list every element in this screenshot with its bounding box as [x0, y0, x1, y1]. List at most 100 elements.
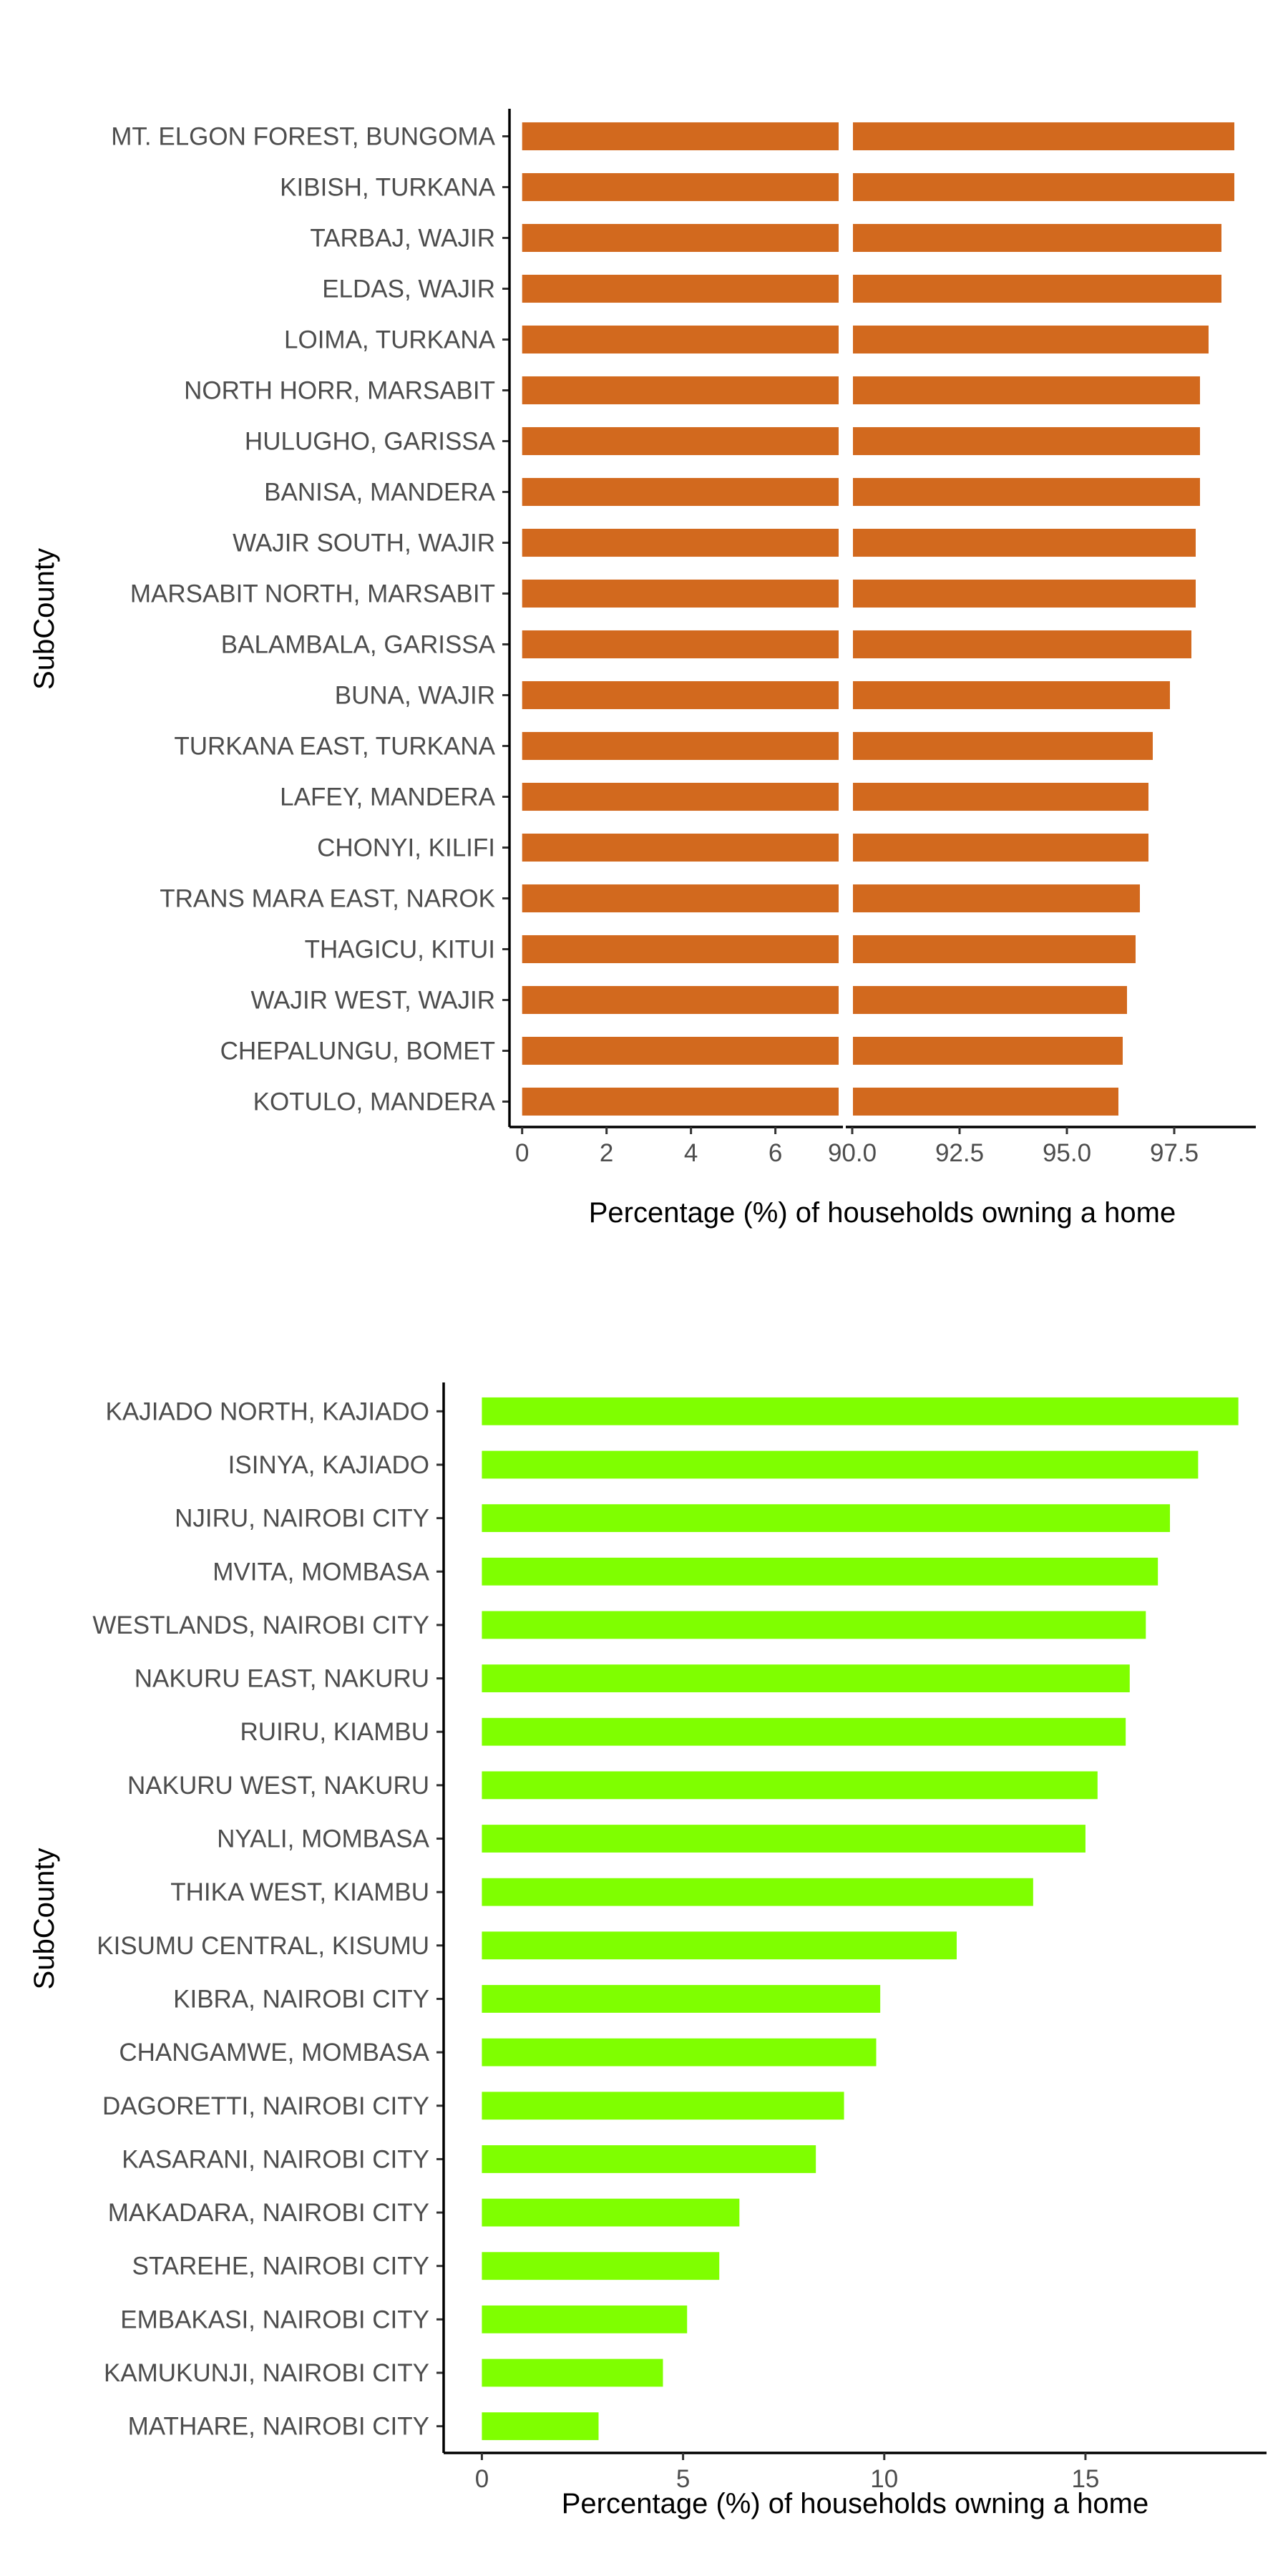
y-tick-label: CHONYI, KILIFI [317, 834, 495, 862]
y-tick-label: NAKURU EAST, NAKURU [135, 1665, 429, 1693]
x-tick-label: 6 [769, 1139, 782, 1167]
bar-balambala-garissa-part-2 [853, 630, 1191, 659]
y-tick-label: NORTH HORR, MARSABIT [184, 377, 495, 405]
x-tick-label: 92.5 [935, 1139, 984, 1167]
bar-mt-elgon-forest-bungoma-part-1 [522, 122, 839, 151]
y-tick-label: WESTLANDS, NAIROBI CITY [92, 1611, 429, 1639]
bar-north-horr-marsabit-part-1 [522, 376, 839, 405]
x-tick-label: 90.0 [828, 1139, 877, 1167]
y-tick-label: NJIRU, NAIROBI CITY [175, 1505, 429, 1533]
y-tick-label: TRANS MARA EAST, NAROK [160, 885, 495, 913]
x-tick-label: 15 [1071, 2465, 1099, 2493]
bar-kibish-turkana-part-1 [522, 172, 839, 202]
bar-buna-wajir-part-2 [853, 680, 1170, 710]
bar-kibra-nairobi-city [482, 1985, 881, 2013]
x-tick-label: 97.5 [1150, 1139, 1199, 1167]
bar-njiru-nairobi-city [482, 1504, 1171, 1533]
y-tick-label: KISUMU CENTRAL, KISUMU [97, 1932, 429, 1960]
bar-kasarani-nairobi-city [482, 2145, 816, 2173]
y-tick-label: MAKADARA, NAIROBI CITY [108, 2199, 429, 2227]
y-tick-label: THAGICU, KITUI [305, 936, 495, 964]
x-tick-label: 0 [475, 2465, 489, 2493]
bar-balambala-garissa-part-1 [522, 630, 839, 659]
y-tick-label: TARBAJ, WAJIR [310, 225, 495, 253]
bar-nakuru-west-nakuru [482, 1771, 1098, 1800]
bar-loima-turkana-part-2 [853, 325, 1209, 354]
bar-eldas-wajir-part-2 [853, 274, 1221, 303]
y-tick-label: NAKURU WEST, NAKURU [127, 1772, 429, 1800]
bar-starehe-nairobi-city [482, 2252, 720, 2280]
y-tick-label: KASARANI, NAIROBI CITY [122, 2145, 429, 2173]
y-tick-label: MVITA, MOMBASA [213, 1558, 429, 1586]
y-tick-label: LAFEY, MANDERA [280, 784, 495, 811]
bar-ruiru-kiambu [482, 1717, 1126, 1746]
bar-marsabit-north-marsabit-part-2 [853, 579, 1196, 608]
bar-turkana-east-turkana-part-2 [853, 731, 1153, 761]
chart-top-highest-ownership: MT. ELGON FOREST, BUNGOMA KIBISH, TURKANA… [29, 109, 1256, 1229]
bar-nakuru-east-nakuru [482, 1664, 1130, 1692]
y-tick-label: STAREHE, NAIROBI CITY [132, 2253, 429, 2280]
y-tick-label: DAGORETTI, NAIROBI CITY [102, 2092, 429, 2120]
chart-bottom-lowest-ownership: KAJIADO NORTH, KAJIADO ISINYA, KAJIADO NJI… [29, 1382, 1267, 2519]
bar-wajir-west-wajir-part-1 [522, 985, 839, 1015]
bar-nyali-mombasa [482, 1825, 1085, 1853]
bar-mt-elgon-forest-bungoma-part-2 [853, 122, 1234, 151]
bar-mathare-nairobi-city [482, 2412, 599, 2441]
x-axis-title: Percentage (%) of households owning a ho… [589, 1197, 1176, 1229]
y-tick-label: LOIMA, TURKANA [284, 326, 496, 354]
bar-kotulo-mandera-part-2 [853, 1087, 1118, 1116]
bar-buna-wajir-part-1 [522, 680, 839, 710]
y-tick-label: NYALI, MOMBASA [217, 1825, 430, 1853]
bar-mvita-mombasa [482, 1557, 1158, 1586]
bar-wajir-west-wajir-part-2 [853, 985, 1127, 1015]
x-tick-label: 4 [684, 1139, 698, 1167]
y-tick-label: KAJIADO NORTH, KAJIADO [106, 1397, 430, 1425]
bar-banisa-mandera-part-1 [522, 477, 839, 507]
bar-lafey-mandera-part-1 [522, 782, 839, 811]
bar-thika-west-kiambu [482, 1878, 1033, 1906]
y-tick-label: MATHARE, NAIROBI CITY [128, 2413, 429, 2441]
y-axis-title: SubCounty [29, 1848, 60, 1990]
bar-changamwe-mombasa [482, 2038, 877, 2067]
y-tick-label: CHEPALUNGU, BOMET [220, 1038, 495, 1065]
x-tick-label: 2 [600, 1139, 613, 1167]
bar-trans-mara-east-narok-part-2 [853, 884, 1140, 913]
y-tick-label: HULUGHO, GARISSA [245, 428, 496, 456]
y-tick-label: CHANGAMWE, MOMBASA [119, 2039, 429, 2067]
bar-turkana-east-turkana-part-1 [522, 731, 839, 761]
bar-chonyi-kilifi-part-2 [853, 833, 1148, 862]
y-tick-label: KOTULO, MANDERA [253, 1088, 496, 1116]
bar-banisa-mandera-part-2 [853, 477, 1200, 507]
bar-trans-mara-east-narok-part-1 [522, 884, 839, 913]
x-tick-label: 95.0 [1043, 1139, 1091, 1167]
bar-thagicu-kitui-part-1 [522, 935, 839, 964]
bar-wajir-south-wajir-part-1 [522, 528, 839, 557]
bar-dagoretti-nairobi-city [482, 2092, 844, 2120]
x-tick-label: 10 [870, 2465, 898, 2493]
y-tick-label: BANISA, MANDERA [264, 479, 495, 507]
bar-marsabit-north-marsabit-part-1 [522, 579, 839, 608]
y-tick-label: KIBRA, NAIROBI CITY [173, 1985, 429, 2013]
bar-lafey-mandera-part-2 [853, 782, 1148, 811]
bar-chonyi-kilifi-part-1 [522, 833, 839, 862]
bar-loima-turkana-part-1 [522, 325, 839, 354]
bar-chepalungu-bomet-part-2 [853, 1036, 1123, 1065]
bar-kisumu-central-kisumu [482, 1931, 957, 1960]
x-tick-label: 0 [515, 1139, 529, 1167]
y-tick-label: KAMUKUNJI, NAIROBI CITY [104, 2359, 429, 2387]
bar-tarbaj-wajir-part-2 [853, 223, 1221, 253]
y-tick-label: WAJIR SOUTH, WAJIR [233, 530, 495, 557]
bar-kamukunji-nairobi-city [482, 2358, 663, 2387]
y-tick-label: RUIRU, KIAMBU [240, 1718, 429, 1746]
y-tick-label: EMBAKASI, NAIROBI CITY [120, 2306, 429, 2333]
y-tick-label: MT. ELGON FOREST, BUNGOMA [111, 123, 495, 151]
y-tick-label: MARSABIT NORTH, MARSABIT [130, 580, 495, 608]
bar-isinya-kajiado [482, 1450, 1199, 1479]
bar-kibish-turkana-part-2 [853, 172, 1234, 202]
bar-north-horr-marsabit-part-2 [853, 376, 1200, 405]
y-tick-label: ELDAS, WAJIR [322, 275, 495, 303]
bar-eldas-wajir-part-1 [522, 274, 839, 303]
bar-tarbaj-wajir-part-1 [522, 223, 839, 253]
bar-chepalungu-bomet-part-1 [522, 1036, 839, 1065]
bar-hulugho-garissa-part-2 [853, 426, 1200, 456]
